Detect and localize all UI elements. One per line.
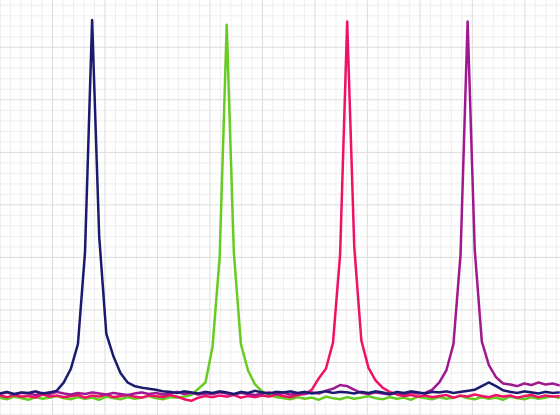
series-line — [0, 20, 560, 397]
series-line — [0, 20, 560, 403]
series-line — [0, 23, 560, 402]
series-line — [0, 18, 560, 396]
